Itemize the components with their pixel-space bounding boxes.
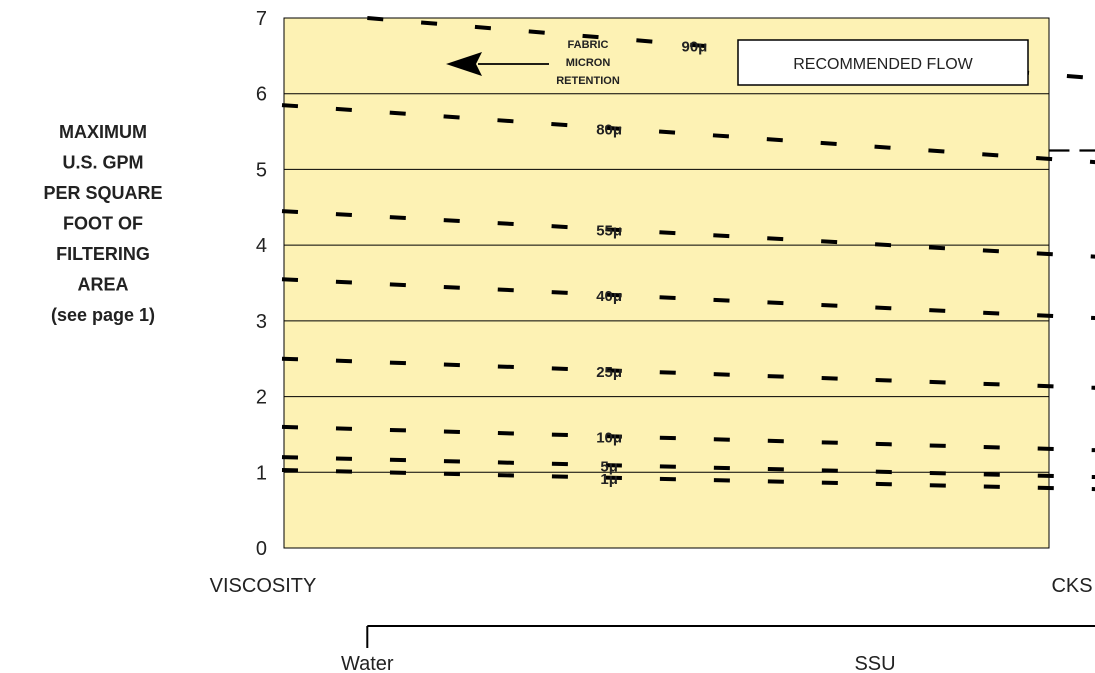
flow-line-lead — [281, 209, 1095, 259]
fabric-micron-annotation: FABRIC MICRON RETENTION — [446, 39, 620, 87]
y-axis-label-line: MAXIMUM — [59, 122, 147, 142]
flow-line-lead — [281, 468, 1095, 492]
plot-background — [283, 17, 1050, 549]
x-axis-labels: VISCOSITY1020304050607080CKS — [210, 575, 1093, 597]
flow-line-lead — [281, 103, 1095, 165]
y-axis-label-line: FOOT OF — [63, 214, 143, 234]
recommended-flow-region — [1049, 149, 1095, 152]
annotation-line: RETENTION — [556, 75, 620, 87]
y-axis-label-line: U.S. GPM — [62, 153, 143, 173]
y-tick-label: 3 — [256, 311, 267, 333]
ssu-tick-label: Water — [341, 653, 394, 673]
grid-lines — [284, 17, 1049, 549]
annotation-line: FABRIC — [568, 39, 609, 51]
y-tick-label: 7 — [256, 8, 267, 30]
y-tick-label: 0 — [256, 538, 267, 560]
ssu-unit: SSU — [854, 653, 895, 673]
axes: 0 1 2 3 4 5 6 7 — [256, 8, 267, 560]
y-tick-label: 6 — [256, 84, 267, 106]
y-axis-label: MAXIMUM U.S. GPM PER SQUARE FOOT OF FILTERIN… — [43, 122, 162, 325]
annotation-arrowhead — [446, 52, 482, 76]
legend-label: RECOMMENDED FLOW — [793, 56, 973, 73]
y-axis-label-line: FILTERING — [56, 244, 150, 264]
flow-line-lead — [281, 424, 1095, 453]
y-tick-label: 5 — [256, 159, 267, 181]
y-tick-label: 2 — [256, 387, 267, 409]
legend: RECOMMENDED FLOW — [737, 39, 1029, 86]
y-axis-label-line: PER SQUARE — [43, 183, 162, 203]
flow-line-lead — [281, 277, 1095, 321]
series-label: 40μ — [596, 288, 622, 305]
y-tick-label: 1 — [256, 462, 267, 484]
ssu-scale: Water75100150200300SSU — [341, 625, 1095, 673]
recommended-flow-boundary — [1049, 149, 1095, 152]
y-axis-label-line: AREA — [77, 275, 128, 295]
series-label: 10μ — [596, 430, 622, 447]
annotation-line: MICRON — [566, 57, 611, 69]
series-label: 5μ — [600, 459, 618, 476]
y-tick-label: 4 — [256, 235, 267, 257]
flow-line-lead — [281, 356, 1095, 390]
legend-box — [737, 39, 1029, 86]
x-axis-unit: CKS — [1051, 575, 1092, 597]
series-label: 55μ — [596, 223, 622, 240]
series-label: 80μ — [596, 121, 622, 138]
y-axis-label-line: (see page 1) — [51, 305, 155, 325]
series-label: 90μ — [682, 38, 708, 55]
series-label: 1μ — [600, 471, 618, 488]
flow-line-lead — [281, 455, 1095, 480]
series-label: 25μ — [596, 364, 622, 381]
x-axis-label: VISCOSITY — [210, 575, 317, 597]
